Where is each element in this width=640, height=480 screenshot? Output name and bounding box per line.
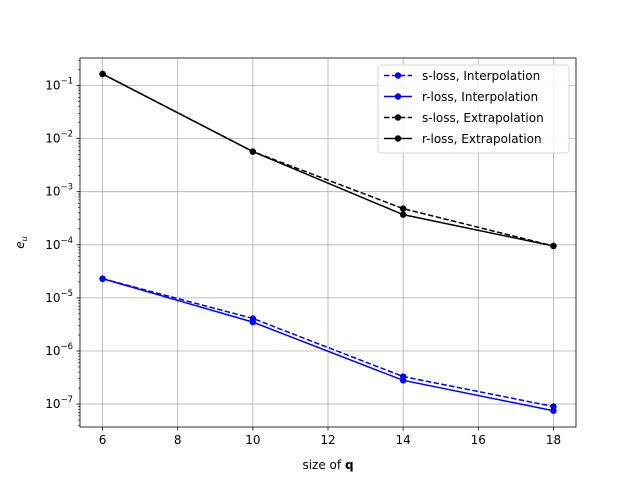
series-line xyxy=(102,277,554,412)
legend-item: s-loss, Interpolation xyxy=(384,69,540,83)
legend-label: r-loss, Interpolation xyxy=(422,90,538,104)
series-line xyxy=(102,73,554,247)
legend-marker xyxy=(394,135,402,142)
data-point xyxy=(249,318,257,326)
y-tick-label: 10−5 xyxy=(45,289,73,305)
x-axis-label-symbol: q xyxy=(345,458,354,472)
y-tick-label: 10−6 xyxy=(45,342,73,358)
x-axis-label: size of q xyxy=(302,458,353,472)
x-tick-label: 16 xyxy=(471,433,486,447)
y-tick-label: 10−4 xyxy=(45,236,73,252)
legend-marker xyxy=(394,93,402,100)
x-tick-label: 8 xyxy=(174,433,182,447)
x-tick-label: 12 xyxy=(320,433,335,447)
legend: s-loss, Interpolation r-loss, Interpolati… xyxy=(377,64,570,154)
legend-item: r-loss, Interpolation xyxy=(384,90,538,104)
legend-label: r-loss, Extrapolation xyxy=(422,132,542,146)
y-axis-ticks: 10−7 10−6 10−5 10−4 10−3 10−2 10−1 xyxy=(45,59,80,426)
y-axis-label-sub: u xyxy=(20,236,29,241)
x-axis-ticks: 6 8 10 12 14 16 18 xyxy=(99,427,561,447)
series xyxy=(99,70,557,250)
data-point xyxy=(550,407,557,414)
x-tick-label: 18 xyxy=(546,433,561,447)
series-layer xyxy=(99,70,557,414)
y-tick-label: 10−2 xyxy=(45,130,73,146)
legend-marker xyxy=(394,72,402,79)
legend-item: r-loss, Extrapolation xyxy=(384,132,542,146)
data-point xyxy=(399,205,407,212)
y-axis-label-main: e xyxy=(13,241,27,248)
y-axis-label: eu xyxy=(13,236,29,248)
x-tick-label: 6 xyxy=(99,433,107,447)
data-point xyxy=(249,148,257,155)
x-tick-label: 10 xyxy=(245,433,260,447)
legend-marker xyxy=(394,114,402,121)
x-axis-label-prefix: size of xyxy=(302,458,344,472)
data-point xyxy=(399,211,407,218)
legend-item: s-loss, Extrapolation xyxy=(384,111,544,125)
y-tick-label: 10−1 xyxy=(45,77,73,93)
series-line xyxy=(102,73,554,247)
y-tick-label: 10−7 xyxy=(45,395,73,411)
data-point xyxy=(99,70,106,78)
y-tick-label: 10−3 xyxy=(45,183,73,199)
series xyxy=(99,275,557,414)
x-tick-label: 14 xyxy=(396,433,411,447)
data-point xyxy=(99,275,106,282)
data-point xyxy=(399,377,407,384)
legend-label: s-loss, Extrapolation xyxy=(422,111,544,125)
legend-label: s-loss, Interpolation xyxy=(422,69,540,83)
data-point xyxy=(550,242,557,250)
legend-box xyxy=(377,64,570,154)
